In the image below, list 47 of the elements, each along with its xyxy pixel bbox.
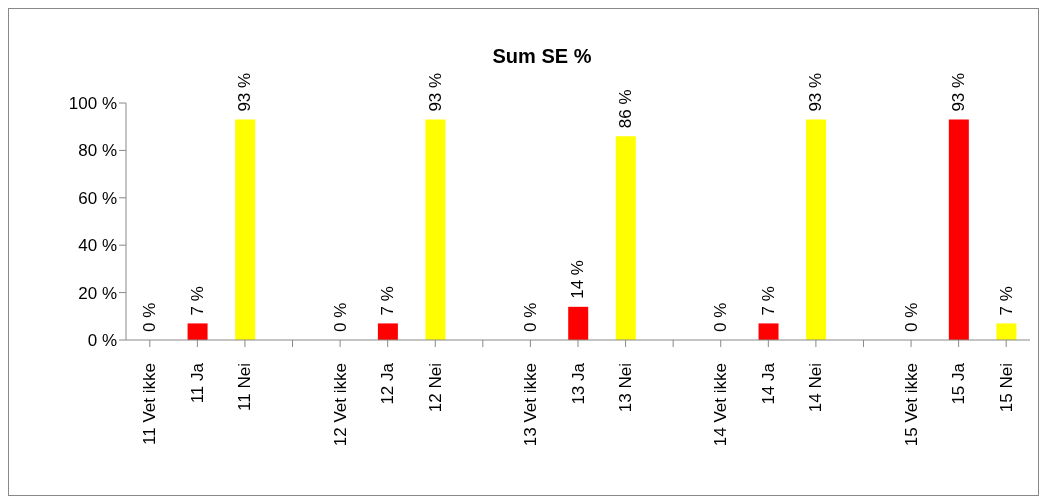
data-label: 7 % bbox=[758, 286, 778, 316]
data-label: 7 % bbox=[187, 286, 207, 316]
y-tick-label: 80 % bbox=[78, 141, 117, 161]
x-tick-label: 15 Nei bbox=[996, 363, 1016, 413]
chart-title: Sum SE % bbox=[492, 45, 592, 67]
data-label: 14 % bbox=[568, 260, 588, 299]
y-tick-label: 20 % bbox=[78, 283, 117, 303]
x-tick-label: 12 Ja bbox=[378, 362, 398, 405]
bar bbox=[235, 119, 256, 340]
x-tick-label: 11 Nei bbox=[235, 363, 255, 411]
y-tick-label: 100 % bbox=[68, 94, 117, 114]
x-tick-label: 11 Vet ikke bbox=[140, 363, 160, 445]
x-tick-label: 14 Ja bbox=[758, 362, 778, 405]
bar bbox=[425, 119, 446, 340]
data-label: 93 % bbox=[806, 72, 826, 112]
x-tick-label: 15 Ja bbox=[949, 362, 969, 405]
y-tick-label: 60 % bbox=[78, 188, 117, 208]
data-label: 93 % bbox=[425, 72, 445, 112]
x-tick-label: 14 Vet ikke bbox=[711, 363, 731, 447]
x-tick-label: 13 Ja bbox=[568, 362, 588, 405]
data-label: 0 % bbox=[711, 302, 731, 332]
data-label: 93 % bbox=[235, 72, 255, 112]
data-label: 7 % bbox=[996, 286, 1016, 316]
x-tick-label: 12 Vet ikke bbox=[330, 363, 350, 447]
bar bbox=[187, 323, 208, 340]
bar bbox=[615, 136, 636, 340]
bar bbox=[377, 323, 398, 340]
bar bbox=[568, 306, 589, 340]
data-label: 86 % bbox=[616, 89, 636, 129]
data-label: 0 % bbox=[330, 302, 350, 332]
x-tick-label: 15 Vet ikke bbox=[901, 363, 921, 447]
x-tick-label: 13 Nei bbox=[616, 363, 636, 413]
x-tick-label: 14 Nei bbox=[806, 363, 826, 413]
bar bbox=[758, 323, 779, 340]
data-label: 0 % bbox=[901, 302, 921, 332]
bar bbox=[948, 119, 969, 340]
data-label: 7 % bbox=[378, 286, 398, 316]
x-tick-label: 12 Nei bbox=[425, 363, 445, 413]
data-label: 0 % bbox=[140, 302, 160, 332]
data-label: 93 % bbox=[949, 72, 969, 112]
bar bbox=[806, 119, 827, 340]
y-tick-label: 40 % bbox=[78, 236, 117, 256]
y-tick-label: 0 % bbox=[87, 331, 117, 351]
data-label: 0 % bbox=[520, 302, 540, 332]
x-tick-label: 13 Vet ikke bbox=[520, 363, 540, 447]
x-tick-label: 11 Ja bbox=[187, 362, 207, 404]
bar bbox=[996, 323, 1017, 340]
